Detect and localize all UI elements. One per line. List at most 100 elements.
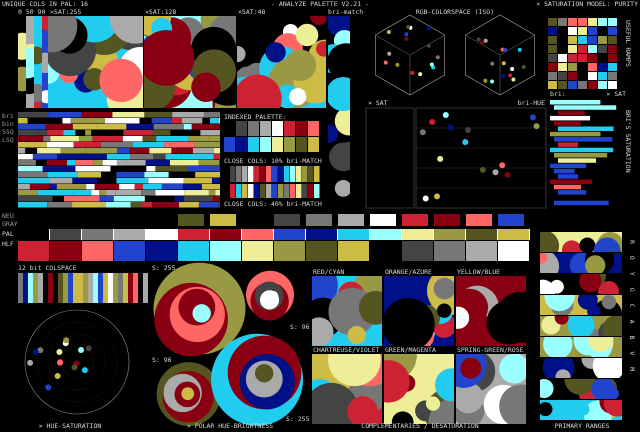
blob — [34, 83, 42, 103]
blob — [585, 255, 606, 273]
blob — [310, 16, 326, 26]
polar-label: S: 255 — [286, 415, 310, 423]
sat-label: ×SAT:48 — [238, 8, 265, 16]
stripe — [171, 118, 182, 124]
stripe — [46, 160, 67, 166]
stripe — [219, 160, 220, 166]
ramp-swatch — [578, 27, 587, 35]
pair-label: GREEN/MAGENTA — [385, 346, 436, 354]
stripe — [72, 178, 98, 184]
stripe — [215, 190, 220, 196]
stripe — [48, 112, 82, 118]
close-swatch — [314, 166, 320, 182]
close-swatch — [236, 166, 242, 182]
ramp-swatch — [608, 54, 617, 62]
bri-bar — [554, 153, 608, 158]
pair-label: RED/CYAN — [313, 268, 344, 276]
sat-axis-label: × SAT — [368, 99, 388, 107]
colspace-cell — [108, 273, 113, 303]
hue-dot — [434, 193, 441, 200]
close-swatch — [290, 184, 296, 198]
strip-swatch — [306, 241, 337, 261]
hue-sat-ring — [48, 333, 106, 391]
panel — [540, 358, 622, 378]
stripe — [18, 118, 28, 124]
ramps-label: USEFUL RAMPS — [624, 20, 632, 67]
pair-label: SPRING-GREEN/ROSE — [457, 346, 524, 354]
rgb-dot — [521, 64, 526, 69]
blob — [312, 382, 359, 424]
ramp-swatch — [568, 54, 577, 62]
close-swatch — [224, 166, 230, 182]
blob — [42, 52, 48, 74]
strip-swatch — [338, 241, 369, 261]
stripe — [174, 196, 185, 202]
blob — [592, 358, 622, 378]
hue-sat-ring — [36, 321, 118, 403]
blob — [334, 106, 350, 136]
blob — [329, 142, 350, 172]
stripe — [200, 130, 220, 136]
stripe — [35, 160, 47, 166]
strip-swatch — [370, 241, 401, 261]
rgb-dot — [511, 77, 516, 82]
stripe — [182, 184, 202, 190]
stripe — [27, 118, 63, 124]
strip-swatch — [114, 229, 145, 240]
colspace-cell — [38, 273, 43, 303]
colspace-cell — [73, 273, 78, 303]
close-swatch — [230, 166, 236, 182]
stripe — [93, 160, 103, 166]
bri-bar — [554, 200, 609, 206]
stripe — [18, 136, 44, 142]
stripe — [105, 202, 131, 208]
ramp-swatch — [598, 45, 607, 53]
ramp-swatch — [568, 81, 577, 89]
panel — [144, 16, 236, 108]
panel — [312, 354, 382, 424]
polar-label: S: 96 — [290, 323, 310, 331]
rgb-dot — [483, 38, 488, 43]
colspace-cell — [113, 273, 118, 303]
ramp-swatch — [548, 18, 557, 26]
ramp-swatch — [568, 45, 577, 53]
bri-bar — [550, 195, 575, 200]
bri-bar — [554, 121, 581, 126]
ramp-swatch — [588, 63, 597, 71]
stripe — [77, 172, 102, 178]
strip-swatch — [82, 241, 113, 261]
close-swatch — [296, 184, 302, 198]
rgb-dot — [476, 37, 481, 42]
palette-swatch — [224, 121, 235, 136]
bri-bar — [558, 174, 579, 179]
strip-swatch — [466, 214, 492, 226]
side-label: HLF — [2, 240, 14, 248]
stripe — [144, 112, 173, 118]
stripe — [212, 196, 220, 202]
ramp-swatch — [588, 36, 597, 44]
stripe — [106, 154, 131, 160]
strip-swatch — [434, 214, 460, 226]
stripe — [94, 184, 120, 190]
close-swatch — [314, 184, 320, 198]
saturation-model[interactable]: × SATURATION MODEL: PURITY — [536, 0, 638, 8]
stripe — [56, 184, 87, 190]
palette-swatch — [284, 137, 295, 152]
stripe — [97, 178, 117, 184]
palette-swatch — [272, 137, 283, 152]
rgb-dot — [510, 67, 515, 72]
ramp-swatch — [578, 81, 587, 89]
footer-label: PRIMARY RANGES — [555, 422, 610, 430]
sat-axis-label: × SAT — [606, 90, 626, 98]
colspace-cell — [18, 273, 23, 303]
panel — [540, 337, 622, 357]
blob — [191, 72, 221, 102]
blob — [576, 402, 590, 416]
panel — [26, 16, 34, 108]
stripe — [42, 166, 76, 172]
stripe — [72, 202, 106, 208]
colspace-cell — [88, 273, 93, 303]
strip-swatch — [50, 229, 81, 240]
panel-bg — [18, 16, 26, 108]
stripe — [184, 196, 213, 202]
